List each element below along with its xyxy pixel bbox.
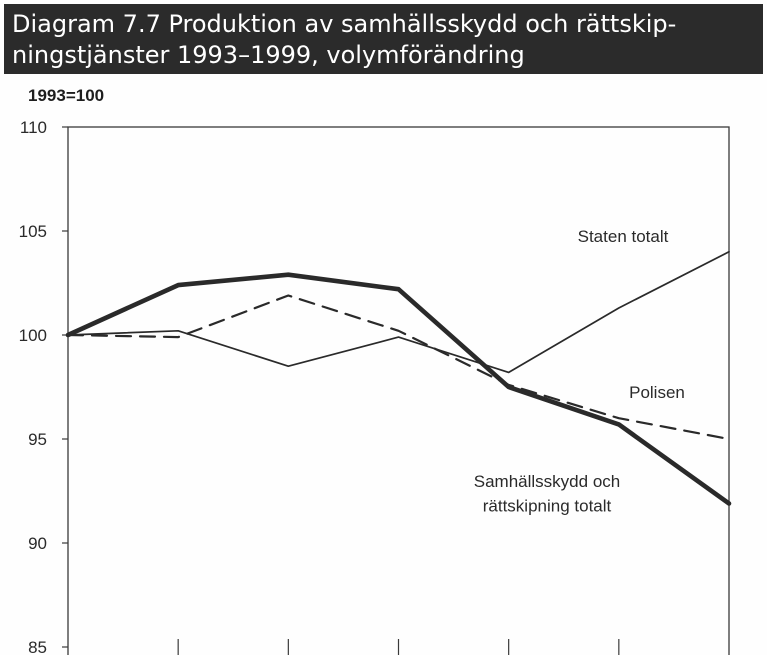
series-line-1: [66, 294, 731, 441]
annotation-line: Samhällsskydd och: [474, 472, 620, 491]
series-line-2: [65, 272, 732, 506]
plot-frame: [67, 126, 730, 655]
annotation-samhallsskydd: Samhällsskydd och rättskipning totalt: [474, 472, 620, 516]
y-tick-label: 95: [28, 430, 47, 449]
title-line-1: Diagram 7.7 Produktion av samhällsskydd …: [12, 10, 677, 38]
annotation-line: Staten totalt: [578, 227, 669, 246]
y-tick-label: 90: [28, 534, 47, 553]
chart-title: Diagram 7.7 Produktion av samhällsskydd …: [4, 4, 763, 74]
annotation-line: Polisen: [629, 383, 685, 402]
annotation-polisen: Polisen: [629, 383, 685, 402]
annotation-line: rättskipning totalt: [483, 497, 612, 516]
y-tick-label: 105: [19, 222, 47, 241]
y-axis-unit-label: 1993=100: [28, 86, 105, 105]
y-tick-label: 85: [28, 638, 47, 655]
series-line-0: [67, 250, 730, 374]
y-tick-label: 100: [19, 326, 47, 345]
title-line-2: ningstjänster 1993–1999, volymförändring: [12, 41, 525, 69]
y-tick-label: 110: [20, 118, 47, 137]
annotation-staten-totalt: Staten totalt: [578, 227, 669, 246]
